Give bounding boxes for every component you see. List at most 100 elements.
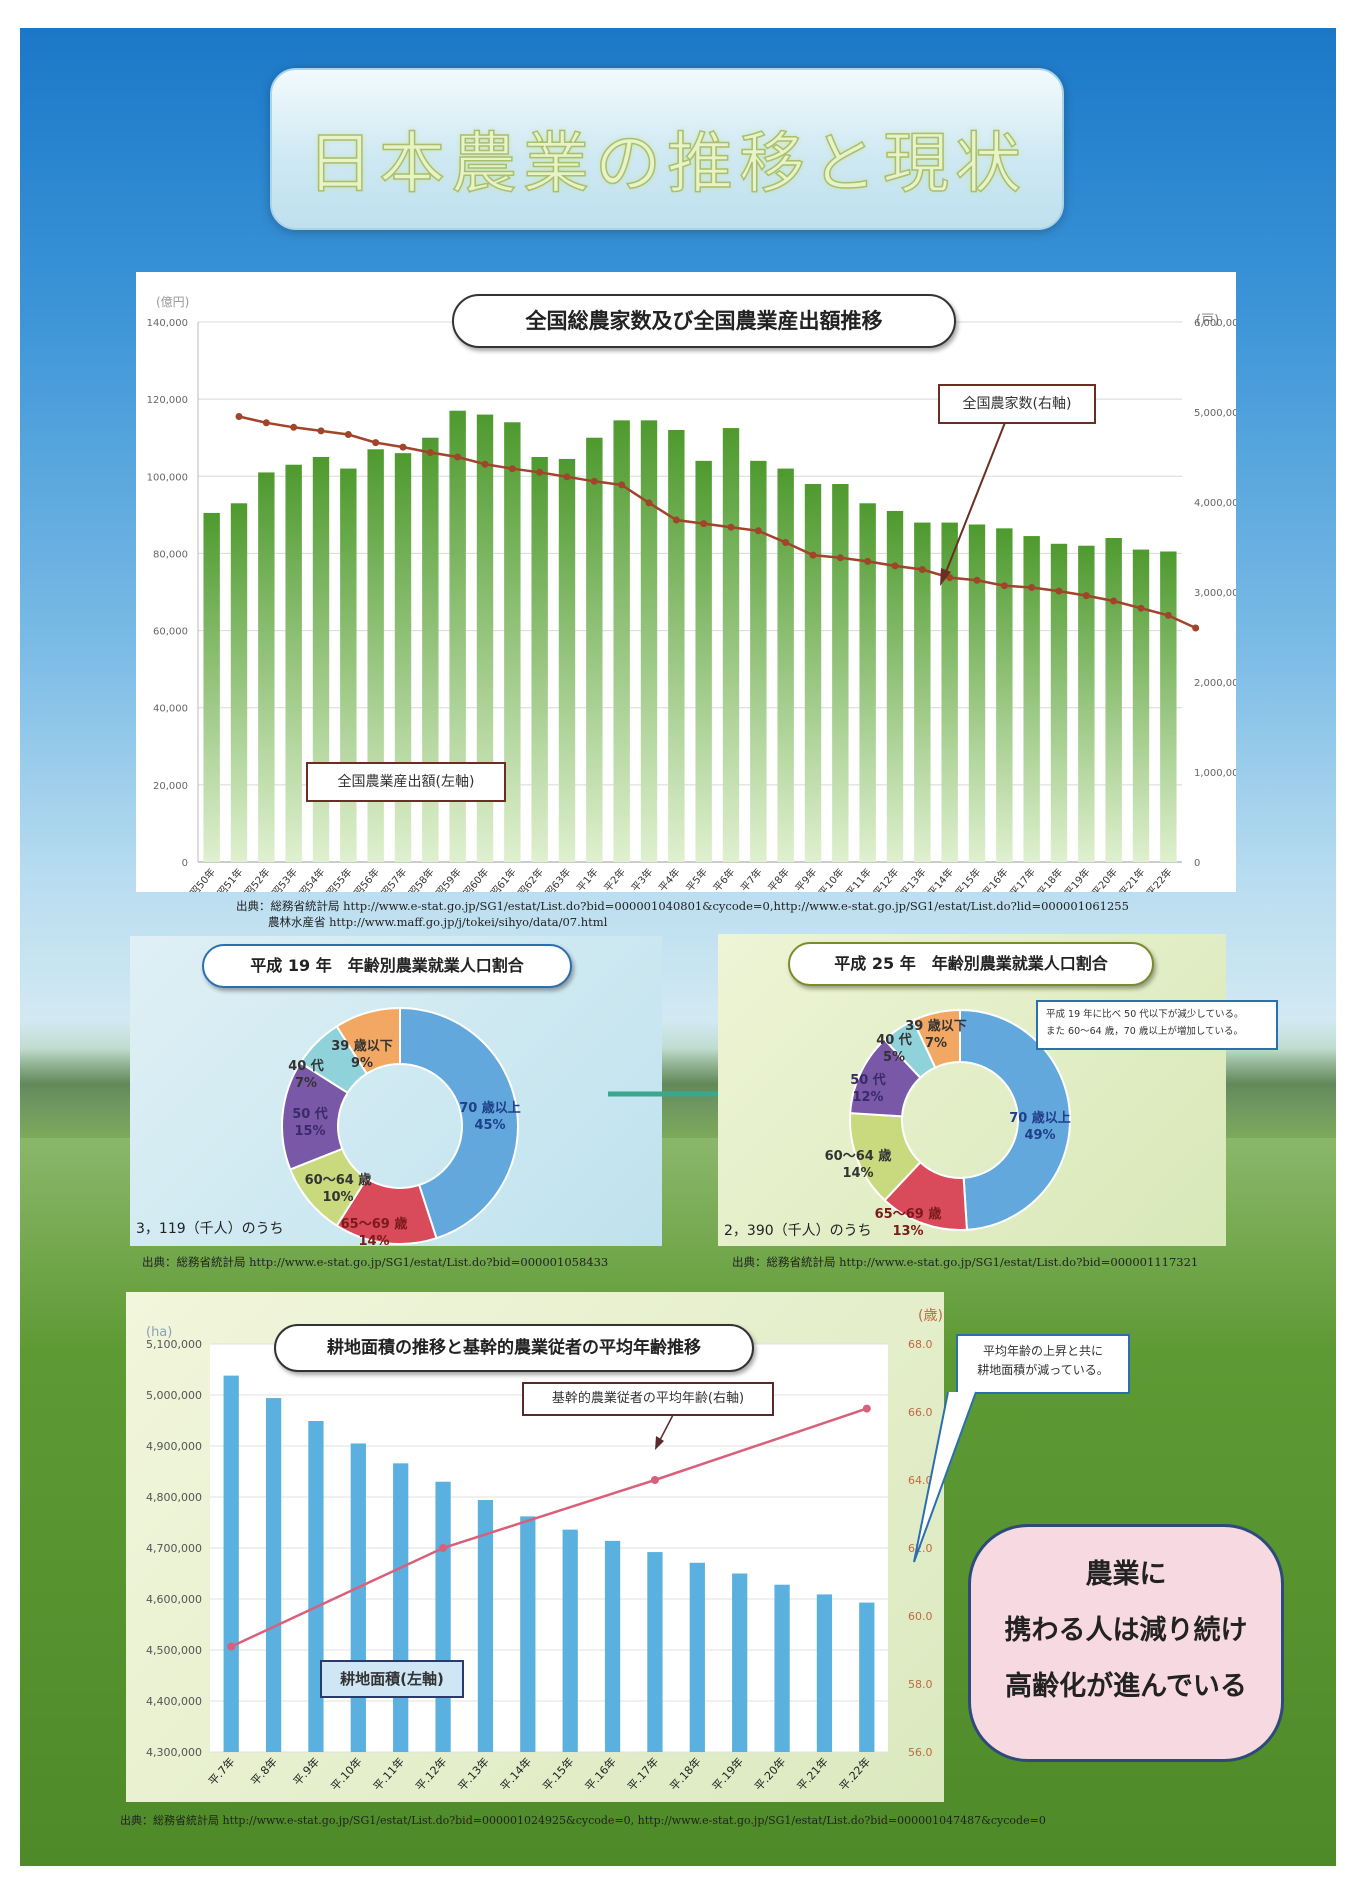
chart1-xtick: 昭51年 xyxy=(214,866,245,892)
chart1-xtick: 平16年 xyxy=(980,866,1011,892)
chart4-line-point xyxy=(227,1642,236,1651)
chart2-panel: 70 歳以上 45% 65～69 歳 14% 60～64 歳 10% 50 代 15% 40 代… xyxy=(130,936,662,1249)
chart3-slice-label: 39 歳以下 xyxy=(905,1018,967,1034)
chart4-ytick-right: 68.0 xyxy=(908,1338,933,1351)
chart3-callout-line1: 平成 19 年に比べ 50 代以下が減少している。 xyxy=(1046,1009,1244,1020)
chart3-total: 2，390（千人）のうち xyxy=(724,1223,872,1239)
chart1-xtick: 平9年 xyxy=(792,866,819,892)
chart1-xtick: 平22年 xyxy=(1144,866,1175,892)
chart1-line-point xyxy=(590,477,598,485)
chart2-total: 3，119（千人）のうち xyxy=(136,1221,284,1237)
chart1-line-point xyxy=(508,465,516,473)
chart3-slice-label: 70 歳以上 xyxy=(1009,1110,1071,1126)
conclusion-line2: 携わる人は減り続け xyxy=(1004,1615,1248,1646)
chart4-callout-line2: 耕地面積が減っている。 xyxy=(977,1363,1109,1377)
chart4-ytick-right: 62.0 xyxy=(908,1542,933,1555)
conclusion-line1: 農業に xyxy=(1085,1559,1167,1590)
chart1-xtick: 平7年 xyxy=(738,866,765,892)
chart4-xtick: 平.13年 xyxy=(455,1755,492,1794)
poster-title-box: 日本農業の推移と現状 xyxy=(270,68,1064,230)
chart1-bar xyxy=(941,522,958,862)
chart2-slice-label: 39 歳以下 xyxy=(331,1038,393,1054)
chart1-xtick: 昭60年 xyxy=(460,866,491,892)
chart1-xtick: 昭59年 xyxy=(433,866,464,892)
chart1-bar xyxy=(722,428,740,862)
chart4-callout: 平均年齢の上昇と共に 耕地面積が減っている。 xyxy=(956,1334,1130,1394)
chart1-xtick: 平8年 xyxy=(765,866,792,892)
chart1-xtick: 昭55年 xyxy=(324,866,355,892)
chart1-bar-label: 全国農業産出額(左軸) xyxy=(306,762,506,802)
chart2-slice xyxy=(399,1006,519,1240)
chart1-bar xyxy=(668,430,685,862)
chart4-bar xyxy=(562,1529,578,1752)
chart3-slice-label: 50 代 xyxy=(850,1072,886,1088)
chart1-xtick: 平17年 xyxy=(1007,866,1038,892)
chart1-bar xyxy=(312,457,330,862)
chart1-ytick-right: 4,000,000 xyxy=(1194,498,1236,509)
chart1-line-point xyxy=(727,523,735,531)
chart1-line-point xyxy=(372,439,380,447)
chart1-xtick: 昭56年 xyxy=(351,866,382,892)
chart3-slice-pct: 7% xyxy=(925,1036,947,1051)
chart4-line-label-pointer xyxy=(659,1412,675,1441)
chart1-bar xyxy=(1105,538,1122,862)
chart1-bar xyxy=(695,460,712,862)
chart1-bar xyxy=(285,464,302,862)
chart1-xtick: 昭53年 xyxy=(269,866,300,892)
chart3-slice-pct: 13% xyxy=(892,1224,923,1239)
chart4-ytick-left: 4,400,000 xyxy=(146,1695,202,1708)
chart1-bar xyxy=(449,410,466,862)
chart4-ytick-left: 5,000,000 xyxy=(146,1389,202,1402)
chart4-line-point xyxy=(650,1476,659,1484)
chart1-bar xyxy=(1132,549,1150,862)
chart4-ytick-right: 56.0 xyxy=(908,1746,933,1759)
chart3-slice-label: 65～69 歳 xyxy=(875,1206,942,1222)
chart4-callout-pointer xyxy=(913,1391,977,1563)
chart1-line-point xyxy=(1028,584,1036,591)
chart1-line-point xyxy=(1192,624,1200,632)
chart1-bar xyxy=(640,420,658,862)
chart4-bar xyxy=(647,1552,663,1752)
chart4-ytick-left: 4,500,000 xyxy=(146,1644,202,1657)
chart1-ytick-right: 2,000,000 xyxy=(1194,678,1236,689)
chart1-ytick-right: 6,000,000 xyxy=(1194,318,1236,329)
chart1-ytick-left: 60,000 xyxy=(153,627,188,638)
chart2-svg: 70 歳以上 45% 65～69 歳 14% 60～64 歳 10% 50 代 15% 40 代… xyxy=(281,1006,521,1249)
chart1-line-point xyxy=(426,449,434,456)
chart4-left-unit: (ha) xyxy=(146,1325,172,1340)
chart1-ytick-right: 0 xyxy=(1194,858,1200,869)
chart1-ytick-left: 40,000 xyxy=(153,704,188,715)
chart4-xtick: 平.19年 xyxy=(709,1755,746,1794)
chart1-xtick: 昭54年 xyxy=(296,866,327,892)
chart1-bar xyxy=(804,484,822,862)
chart4-bar xyxy=(393,1463,409,1752)
chart1-line-point xyxy=(454,453,462,461)
chart4-xtick: 平.10年 xyxy=(328,1755,365,1794)
chart1-xtick: 平4年 xyxy=(656,866,683,892)
chart1-xtick: 平3年 xyxy=(628,866,655,892)
chart1-bar xyxy=(258,472,275,862)
chart4-bar xyxy=(350,1443,366,1752)
chart1-xtick: 平18年 xyxy=(1034,866,1065,892)
chart1-xtick: 昭52年 xyxy=(242,866,273,892)
chart4-xtick: 平.12年 xyxy=(412,1755,449,1794)
chart2-slice-label: 60～64 歳 xyxy=(305,1172,372,1188)
chart1-line-point xyxy=(1110,597,1118,605)
chart3-slice xyxy=(959,1008,1071,1231)
chart2-slice-pct: 14% xyxy=(358,1234,389,1246)
chart3-callout-line2: また 60～64 歳，70 歳以上が増加している。 xyxy=(1046,1026,1244,1037)
chart1-xtick: 平12年 xyxy=(870,866,901,892)
chart1-right-unit: (戸) xyxy=(1196,313,1219,328)
chart1-xtick: 平11年 xyxy=(843,866,874,892)
chart1-line-point xyxy=(262,419,270,427)
chart4-line-point xyxy=(862,1404,871,1413)
chart1-line-point xyxy=(1055,587,1063,595)
chart1-bar xyxy=(476,414,494,862)
chart4-callout-line1: 平均年齢の上昇と共に xyxy=(982,1344,1103,1358)
chart2-source: 出典：総務省統計局 http://www.e-stat.go.jp/SG1/es… xyxy=(142,1255,609,1269)
chart4-ytick-left: 4,300,000 xyxy=(146,1746,202,1759)
chart1-ytick-right: 3,000,000 xyxy=(1194,588,1236,599)
chart1-ytick-right: 1,000,000 xyxy=(1194,768,1236,779)
chart2-slice-pct: 7% xyxy=(295,1076,317,1091)
chart1-ytick-left: 140,000 xyxy=(147,318,188,329)
